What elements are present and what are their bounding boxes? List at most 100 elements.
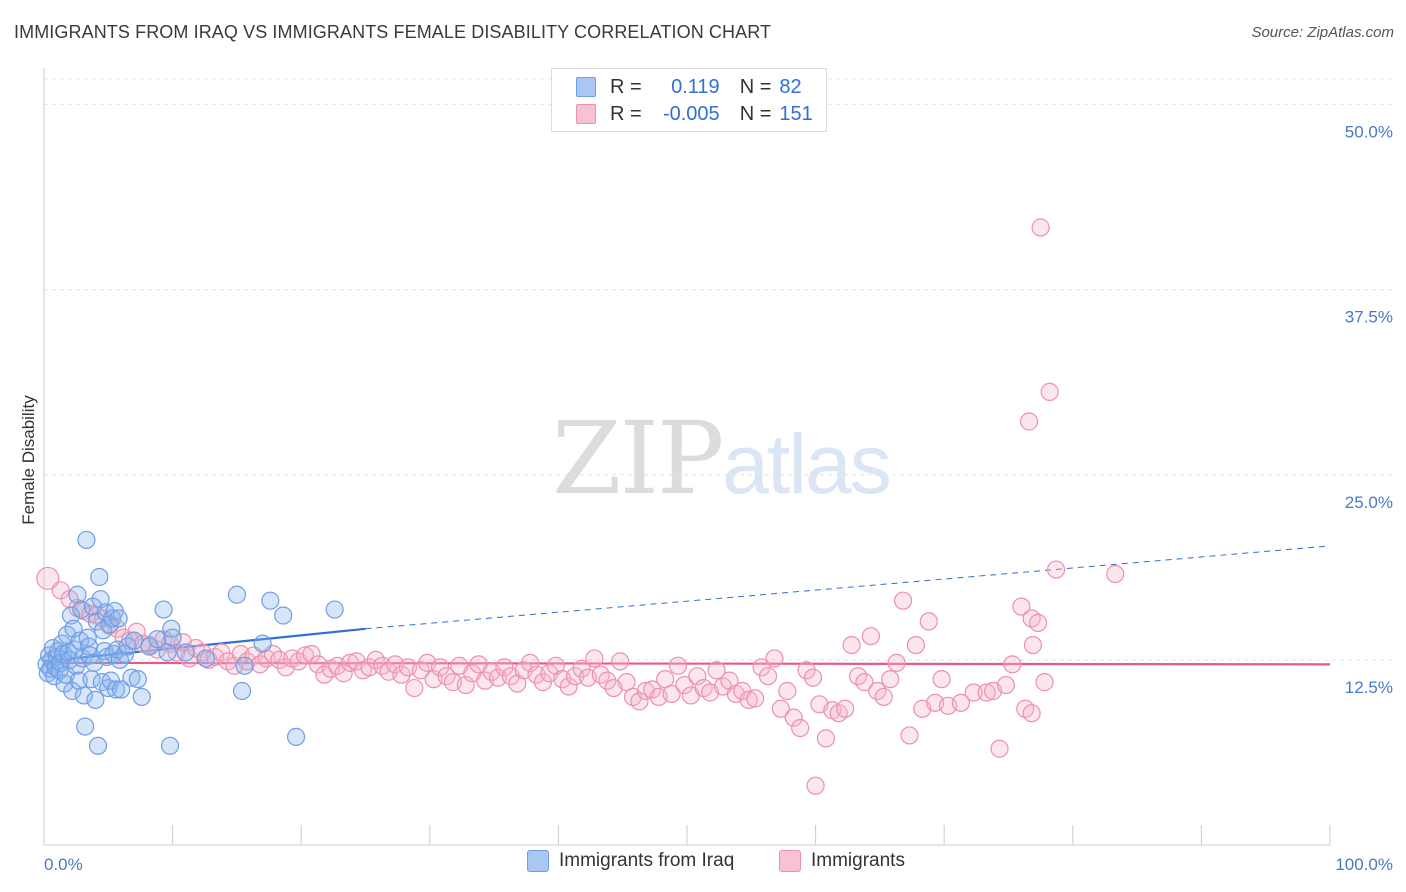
point-immigrants [36,566,60,591]
point-iraq [261,591,280,610]
point-immigrants [585,649,604,668]
series-label-immigrants: Immigrants [811,850,905,871]
watermark: ZIPatlas [552,400,892,517]
point-iraq [90,567,109,587]
axes [43,68,1331,846]
point-immigrants [411,661,430,680]
point-immigrants [752,658,771,677]
point-immigrants [746,689,765,708]
legend-r-value: 0.119 [671,75,720,98]
point-immigrants [688,667,707,686]
series-legend-immigrants[interactable]: Immigrants [779,850,905,872]
point-iraq [122,668,141,687]
point-immigrants [1003,655,1022,674]
point-immigrants [1040,382,1059,401]
point-iraq [64,619,83,638]
point-iraq [253,634,272,653]
point-immigrants [212,643,231,662]
point-iraq [148,630,167,649]
point-immigrants [295,646,315,665]
grid-lines [44,78,1395,661]
point-iraq [232,681,252,701]
point-immigrants [977,683,996,702]
point-iraq [68,585,87,604]
point-iraq [132,687,151,707]
point-iraq [76,717,95,736]
point-immigrants [874,687,893,707]
point-immigrants [739,690,758,709]
point-immigrants [572,659,591,678]
point-immigrants [932,670,951,689]
point-iraq [88,736,108,755]
point-iraq [103,609,122,628]
series-swatch-immigrants [779,850,801,872]
point-iraq [77,530,96,550]
point-immigrants [797,661,816,680]
point-immigrants [791,718,810,738]
point-iraq [124,631,144,650]
point-immigrants [1035,673,1054,692]
point-immigrants [430,658,450,677]
point-immigrants [1031,218,1050,237]
point-immigrants [1106,564,1125,584]
point-immigrants [643,680,662,699]
point-immigrants [887,653,906,672]
point-iraq [86,690,105,709]
x-tick-label: 100.0% [1335,855,1393,874]
point-immigrants [855,673,874,692]
point-immigrants [334,664,353,683]
point-immigrants [881,670,900,689]
y-tick-label: 12.5% [1345,678,1393,697]
legend-swatch-iraq [576,77,596,97]
point-immigrants [784,708,803,727]
y-tick-label: 50.0% [1345,123,1393,142]
chart-title: IMMIGRANTS FROM IRAQ VS IMMIGRANTS FEMAL… [14,22,772,42]
trend-line-iraq-projection [365,545,1331,630]
stats-legend: R = 0.119 N = 82 R = -0.005 N = 151 [551,68,827,132]
point-immigrants [778,681,797,701]
point-immigrants [1028,613,1048,632]
point-iraq [128,670,147,689]
point-immigrants [996,675,1016,695]
watermark-atlas: atlas [722,417,891,511]
point-immigrants [598,671,617,690]
point-immigrants [906,635,926,655]
point-immigrants [900,726,919,745]
legend-swatch-immigrants [576,104,596,124]
point-immigrants [893,591,913,610]
point-immigrants [836,699,855,718]
point-immigrants [521,653,540,672]
legend-row-immigrants: R = -0.005 N = 151 [576,102,813,126]
point-immigrants [630,692,649,711]
point-immigrants [1046,560,1066,579]
series-label-iraq: Immigrants from Iraq [559,850,735,871]
point-iraq [140,637,159,656]
point-immigrants [495,658,514,677]
point-immigrants [559,677,578,696]
series-legend-iraq[interactable]: Immigrants from Iraq [527,850,734,872]
legend-r-label: R = [610,75,642,98]
point-iraq [227,585,246,604]
point-iraq [176,643,195,662]
point-immigrants [990,739,1009,758]
point-immigrants [758,667,778,686]
point-iraq [115,644,135,664]
point-immigrants [951,693,971,712]
point-iraq [63,681,82,701]
legend-row-iraq: R = 0.119 N = 82 [576,75,802,99]
point-immigrants [803,668,823,687]
point-immigrants [765,649,784,668]
point-immigrants [771,699,790,718]
point-iraq [274,606,293,625]
point-iraq [112,680,131,699]
legend-n-label: N = [739,102,772,125]
source-label: Source: ZipAtlas.com [1251,24,1394,41]
point-iraq [196,649,216,668]
point-immigrants [806,776,825,795]
series-swatch-iraq [527,850,549,872]
point-iraq [74,686,93,705]
point-immigrants [668,656,688,675]
point-iraq [325,600,344,619]
point-immigrants [861,627,880,646]
point-immigrants [302,644,321,664]
